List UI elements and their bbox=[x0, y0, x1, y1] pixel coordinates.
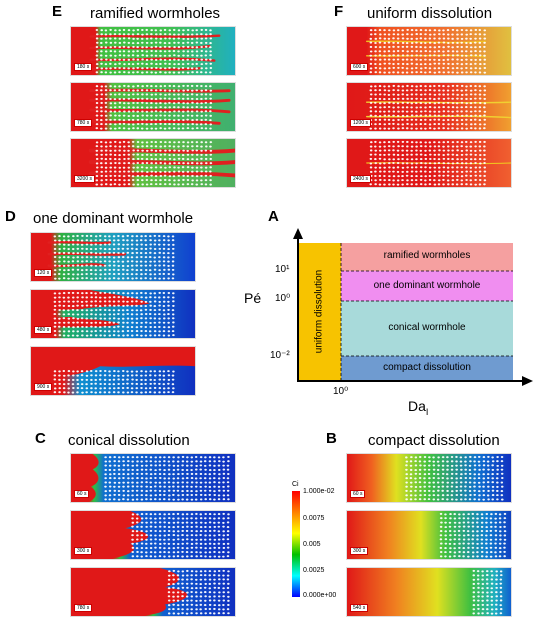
colorbar-tick: 0.005 bbox=[303, 541, 321, 548]
time-label: 60 s bbox=[74, 490, 90, 498]
sim-e-1: 180 s bbox=[70, 26, 236, 76]
sim-d-1: 120 s bbox=[30, 232, 196, 282]
concentration-field bbox=[71, 511, 235, 559]
time-label: 1200 s bbox=[350, 119, 372, 127]
sim-c-3: 780 s bbox=[70, 567, 236, 617]
concentration-field bbox=[31, 347, 195, 395]
sim-b-1: 60 s bbox=[346, 453, 512, 503]
time-label: 480 s bbox=[34, 326, 53, 334]
time-label: 600 s bbox=[350, 63, 369, 71]
time-label: 540 s bbox=[350, 604, 369, 612]
x-tick-10-0: 10⁰ bbox=[333, 386, 349, 397]
colorbar bbox=[292, 491, 300, 597]
concentration-field bbox=[347, 454, 511, 502]
panel-title-f: uniform dissolution bbox=[367, 5, 493, 22]
phase-diagram-axes bbox=[293, 228, 533, 386]
time-label: 60 s bbox=[350, 490, 366, 498]
panel-title-d: one dominant wormhole bbox=[33, 210, 194, 227]
panel-letter-f: F bbox=[334, 3, 344, 20]
regime-label-conical: conical wormhole bbox=[388, 322, 466, 333]
time-label: 300 s bbox=[350, 547, 369, 555]
x-axis-arrow bbox=[522, 376, 533, 386]
time-label: 2400 s bbox=[350, 175, 372, 183]
panel-title-c: conical dissolution bbox=[68, 432, 190, 449]
time-label: 120 s bbox=[34, 269, 53, 277]
time-label: 180 s bbox=[74, 63, 93, 71]
colorbar-tick: 1.000e-02 bbox=[303, 488, 335, 495]
colorbar-title: Ci bbox=[292, 481, 299, 488]
sim-c-2: 300 s bbox=[70, 510, 236, 560]
sim-d-3: 900 s bbox=[30, 346, 196, 396]
regime-label-ramified: ramified wormholes bbox=[383, 250, 471, 261]
sim-b-3: 540 s bbox=[346, 567, 512, 617]
concentration-field bbox=[71, 27, 235, 75]
concentration-field bbox=[71, 139, 235, 187]
concentration-field bbox=[347, 27, 511, 75]
y-axis-arrow bbox=[293, 228, 303, 239]
sim-f-3: 2400 s bbox=[346, 138, 512, 188]
colorbar-tick: 0.0075 bbox=[303, 515, 325, 522]
panel-letter-b: B bbox=[326, 430, 337, 447]
sim-e-3: 3200 s bbox=[70, 138, 236, 188]
regime-label-dominant: one dominant wormhole bbox=[373, 280, 481, 291]
concentration-field bbox=[347, 139, 511, 187]
sim-e-2: 780 s bbox=[70, 82, 236, 132]
y-tick-10-1: 10¹ bbox=[275, 264, 290, 275]
concentration-field bbox=[31, 233, 195, 281]
panel-letter-d: D bbox=[5, 208, 16, 225]
time-label: 900 s bbox=[34, 383, 53, 391]
panel-letter-a: A bbox=[268, 208, 279, 225]
concentration-field bbox=[71, 454, 235, 502]
time-label: 300 s bbox=[74, 547, 93, 555]
time-label: 780 s bbox=[74, 604, 93, 612]
concentration-field bbox=[347, 568, 511, 616]
x-axis-label-main: Da bbox=[408, 398, 426, 414]
concentration-field bbox=[71, 568, 235, 616]
time-label: 3200 s bbox=[74, 175, 96, 183]
y-tick-10-minus-2: 10⁻² bbox=[270, 350, 290, 361]
regime-compact bbox=[341, 356, 513, 381]
x-axis-label-subscript: I bbox=[425, 406, 429, 417]
time-label: 780 s bbox=[74, 119, 93, 127]
sim-c-1: 60 s bbox=[70, 453, 236, 503]
concentration-field bbox=[31, 290, 195, 338]
colorbar-tick: 0.000e+00 bbox=[303, 592, 337, 599]
panel-letter-e: E bbox=[52, 3, 63, 20]
y-axis-label: Pé bbox=[244, 290, 262, 306]
regime-dominant bbox=[341, 271, 513, 301]
concentration-field bbox=[347, 511, 511, 559]
sim-f-2: 1200 s bbox=[346, 82, 512, 132]
panel-title-e: ramified wormholes bbox=[90, 5, 221, 22]
sim-f-1: 600 s bbox=[346, 26, 512, 76]
panel-title-b: compact dissolution bbox=[368, 432, 500, 449]
concentration-field bbox=[347, 83, 511, 131]
regime-ramified bbox=[341, 243, 513, 271]
regime-label-compact: compact dissolution bbox=[383, 362, 471, 373]
concentration-field bbox=[71, 83, 235, 131]
panel-letter-c: C bbox=[35, 430, 46, 447]
regime-conical bbox=[341, 301, 513, 356]
sim-d-2: 480 s bbox=[30, 289, 196, 339]
y-tick-10-0: 10⁰ bbox=[275, 293, 291, 304]
colorbar-tick: 0.0025 bbox=[303, 567, 325, 574]
x-axis-label: DaI bbox=[408, 398, 428, 417]
regime-uniform bbox=[298, 243, 341, 381]
sim-b-2: 300 s bbox=[346, 510, 512, 560]
